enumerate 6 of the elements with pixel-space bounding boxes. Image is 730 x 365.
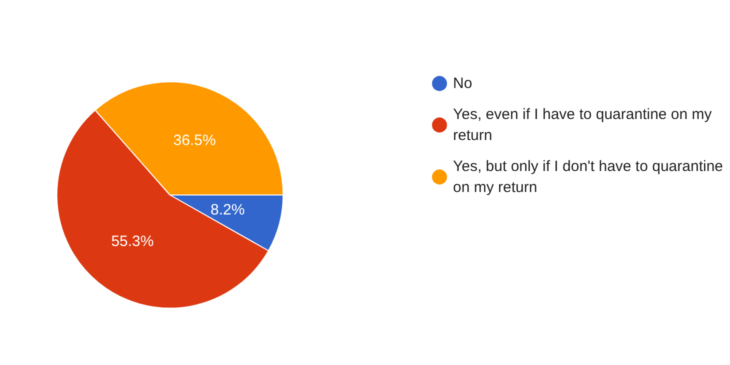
legend-label: Yes, but only if I don't have to quarantine on my return [453,158,728,196]
data-label: 55.3% [111,232,154,250]
legend-label: Yes, even if I have to quarantine on my return [453,106,716,144]
legend-label: No [453,75,472,92]
data-label: 36.5% [173,132,216,150]
data-label: 8.2% [210,202,245,219]
